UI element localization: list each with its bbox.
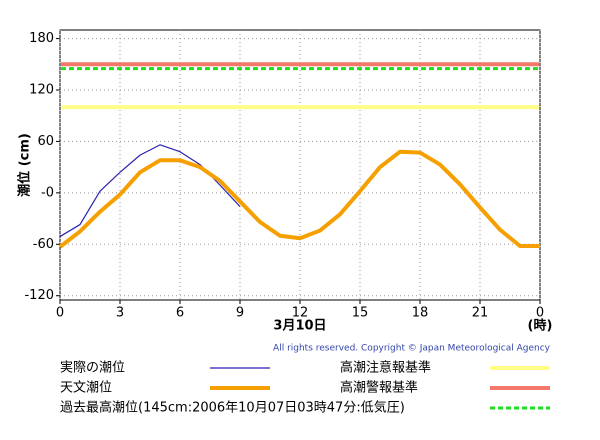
y-axis-label: 潮位 (cm) xyxy=(17,133,33,197)
x-tick-label: 21 xyxy=(472,306,489,321)
y-tick-label: -120 xyxy=(24,288,54,303)
x-tick-label: 9 xyxy=(236,306,244,321)
x-tick-label: 18 xyxy=(412,306,429,321)
x-tick-label: 3 xyxy=(116,306,124,321)
y-tick-label: 180 xyxy=(29,31,54,46)
x-axis-unit: (時) xyxy=(528,318,553,334)
x-tick-label: 0 xyxy=(536,306,544,321)
y-tick-label: -0 xyxy=(41,185,54,200)
x-axis-label: 3月10日 xyxy=(273,319,326,334)
y-tick-label: -60 xyxy=(33,237,54,252)
x-tick-label: 12 xyxy=(292,306,309,321)
legend-label: 実際の潮位 xyxy=(60,360,125,376)
series-line xyxy=(58,149,540,249)
legend-label: 高潮警報基準 xyxy=(340,380,418,396)
y-tick-label: 60 xyxy=(37,134,54,149)
legend-label: 過去最高潮位(145cm:2006年10月07日03時47分:低気圧) xyxy=(60,400,405,416)
x-tick-label: 6 xyxy=(176,306,184,321)
x-tick-label: 15 xyxy=(352,306,369,321)
x-tick-label: 0 xyxy=(56,306,64,321)
copyright: All rights reserved. Copyright © Japan M… xyxy=(273,344,551,354)
legend-label: 天文潮位 xyxy=(60,381,112,396)
y-tick-label: 120 xyxy=(29,83,54,98)
legend-label: 高潮注意報基準 xyxy=(340,360,431,376)
